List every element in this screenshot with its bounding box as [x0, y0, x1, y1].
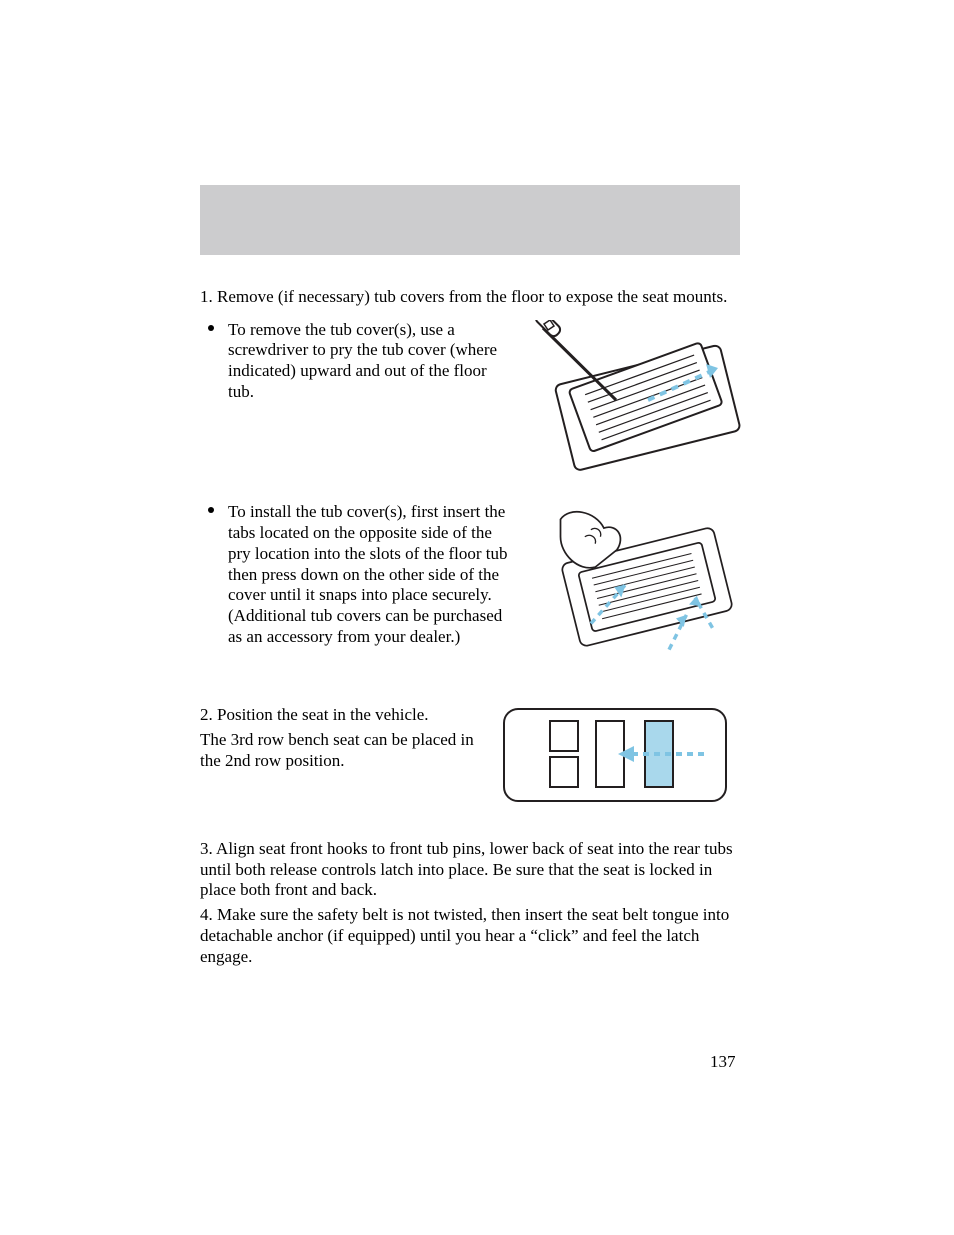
- bullet-remove-row: To remove the tub cover(s), use a screwd…: [200, 320, 740, 491]
- step-3-text: 3. Align seat front hooks to front tub p…: [200, 839, 740, 901]
- step-4-text: 4. Make sure the safety belt is not twis…: [200, 905, 740, 967]
- page-content: 1. Remove (if necessary) tub covers from…: [200, 185, 740, 967]
- step-2-row: 2. Position the seat in the vehicle. The…: [200, 705, 740, 811]
- figure-seat-layout: [490, 705, 740, 811]
- page-number: 137: [710, 1052, 736, 1072]
- bullet-install-text: To install the tub cover(s), first inser…: [228, 502, 508, 645]
- step-1-text: 1. Remove (if necessary) tub covers from…: [200, 287, 740, 308]
- bullet-marker-icon: [208, 325, 214, 331]
- bullet-marker-icon: [208, 507, 214, 513]
- bullet-install-row: To install the tub cover(s), first inser…: [200, 502, 740, 673]
- step-2-text: 2. Position the seat in the vehicle.: [200, 705, 490, 726]
- header-bar: [200, 185, 740, 255]
- figure-install-cover: [508, 502, 758, 673]
- step-2-sub-text: The 3rd row bench seat can be placed in …: [200, 730, 490, 771]
- bullet-remove-text: To remove the tub cover(s), use a screwd…: [228, 320, 497, 401]
- figure-remove-cover: [508, 320, 758, 491]
